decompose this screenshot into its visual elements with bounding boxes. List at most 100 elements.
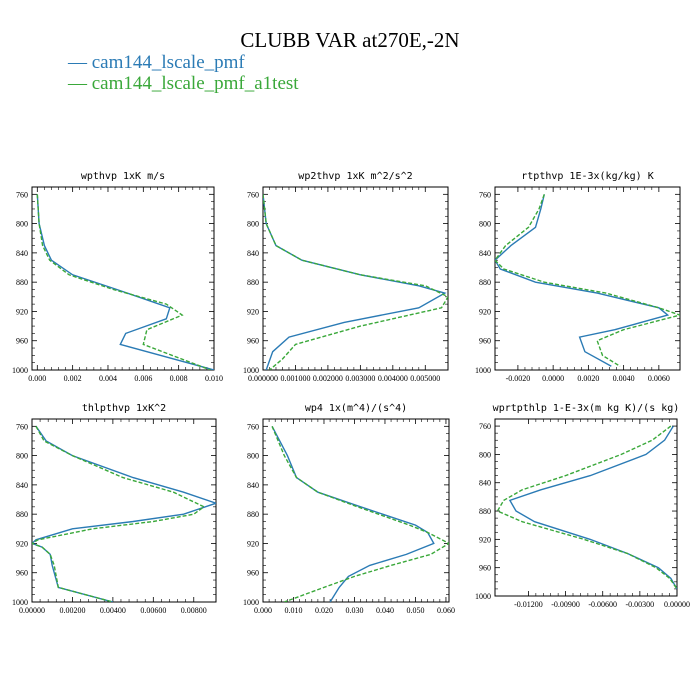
y-tick-label: 880 (479, 507, 491, 516)
panel-5-series-2-line (271, 426, 449, 602)
y-tick-label: 920 (16, 539, 28, 548)
y-tick-label: 840 (247, 481, 259, 490)
legend-entry-2: — cam144_lscale_pmf_a1test (68, 73, 299, 95)
y-tick-label: 1000 (243, 366, 259, 375)
panel-1-series-2-line (36, 194, 211, 370)
panel-2-series-1-line (263, 194, 447, 370)
panel-6-series-1-line (508, 425, 677, 590)
panel-3-title: rtpthvp 1E-3x(kg/kg) K (521, 171, 653, 182)
panel-2-series-2-line (263, 194, 448, 370)
panel-4-frame (31, 418, 217, 603)
panel-4-series-2-line (32, 425, 206, 602)
panel-6: wprtpthlp 1-E-3x(m kg K)/(s kg)760 800 840… (475, 403, 690, 609)
panel-3-series-2-line (495, 194, 680, 367)
x-tick-label: 0.003000 (345, 374, 375, 383)
x-tick-label: 0.0060 (648, 374, 670, 383)
panel-2-frame (262, 186, 449, 371)
y-tick-label: 800 (247, 220, 259, 229)
x-tick-label: 0.005000 (410, 374, 440, 383)
y-tick-label: 960 (16, 569, 28, 578)
y-tick-label: 760 (16, 422, 28, 431)
x-tick-label: 0.00000 (664, 600, 690, 609)
x-tick-label: 0.008 (170, 374, 188, 383)
panel-5-series-1-line (271, 425, 435, 602)
x-tick-label: 0.0040 (613, 374, 635, 383)
x-tick-label: 0.00800 (181, 606, 207, 615)
x-tick-label: 0.060 (437, 606, 455, 615)
y-tick-label: 760 (247, 422, 259, 431)
y-tick-label: 960 (16, 337, 28, 346)
x-tick-label: 0.00000 (19, 606, 45, 615)
y-tick-label: 920 (247, 307, 259, 316)
x-tick-label: 0.004000 (378, 374, 408, 383)
x-tick-label: 0.0000 (542, 374, 564, 383)
x-tick-label: 0.00600 (140, 606, 166, 615)
y-tick-label: 840 (16, 481, 28, 490)
x-tick-label: 0.002 (64, 374, 82, 383)
y-tick-label: 880 (16, 278, 28, 287)
x-tick-label: 0.006 (134, 374, 152, 383)
panel-6-title: wprtpthlp 1-E-3x(m kg K)/(s kg) (493, 403, 680, 414)
x-tick-label: 0.000 (28, 374, 46, 383)
x-tick-label: -0.01200 (514, 600, 543, 609)
panel-5-frame (262, 418, 450, 603)
y-tick-label: 800 (479, 450, 491, 459)
x-tick-label: -0.0020 (506, 374, 531, 383)
panel-6-series-2-line (496, 425, 677, 590)
x-tick-label: 0.050 (406, 606, 424, 615)
y-tick-label: 880 (479, 278, 491, 287)
legend-entry-1: — cam144_lscale_pmf (68, 52, 245, 74)
y-tick-label: 920 (479, 307, 491, 316)
legend-entry-1-label: — cam144_lscale_pmf (68, 52, 245, 73)
x-tick-label: 0.00200 (59, 606, 85, 615)
y-tick-label: 920 (479, 535, 491, 544)
x-tick-label: 0.0020 (577, 374, 599, 383)
y-tick-label: 760 (16, 190, 28, 199)
y-tick-label: 1000 (475, 366, 491, 375)
y-tick-label: 840 (16, 249, 28, 258)
y-tick-label: 880 (247, 510, 259, 519)
x-tick-label: -0.00600 (588, 600, 617, 609)
panel-6-frame (494, 418, 678, 597)
panel-5-title: wp4 1x(m^4)/(s^4) (305, 403, 407, 414)
panel-1-series-1-line (36, 194, 214, 370)
y-tick-label: 840 (247, 249, 259, 258)
y-tick-label: 1000 (475, 592, 491, 601)
x-tick-label: -0.00900 (551, 600, 580, 609)
x-tick-label: 0.000000 (248, 374, 278, 383)
panel-3: rtpthvp 1E-3x(kg/kg) K 760 800 840 880 920 960… (475, 171, 681, 383)
y-tick-label: 840 (479, 479, 491, 488)
panel-5: wp4 1x(m^4)/(s^4)76080084088092096010000… (243, 403, 455, 615)
panel-3-series-1-line (495, 194, 670, 367)
panel-4: thlpthvp 1xK^276080084088092096010000.00… (12, 403, 217, 615)
y-tick-label: 1000 (12, 366, 28, 375)
legend-entry-2-label: — cam144_lscale_pmf_a1test (68, 73, 299, 94)
y-tick-label: 760 (479, 422, 491, 431)
y-tick-label: 840 (479, 249, 491, 258)
x-tick-label: 0.002000 (313, 374, 343, 383)
x-tick-label: 0.040 (376, 606, 394, 615)
y-tick-label: 960 (479, 337, 491, 346)
x-tick-label: 0.004 (99, 374, 117, 383)
y-tick-label: 880 (247, 278, 259, 287)
y-tick-label: 920 (16, 307, 28, 316)
panel-2-title: wp2thvp 1xK m^2/s^2 (298, 171, 412, 182)
y-tick-label: 960 (247, 337, 259, 346)
y-tick-label: 920 (247, 539, 259, 548)
y-tick-label: 760 (479, 190, 491, 199)
y-tick-label: 760 (247, 190, 259, 199)
panel-4-series-1-line (32, 425, 216, 602)
y-tick-label: 800 (16, 220, 28, 229)
panel-1-frame (31, 186, 215, 371)
y-tick-label: 1000 (243, 598, 259, 607)
panel-3-frame (494, 186, 681, 371)
x-tick-label: 0.010 (205, 374, 223, 383)
panel-1-title: wpthvp 1xK m/s (81, 171, 165, 182)
y-tick-label: 960 (247, 569, 259, 578)
panel-4-title: thlpthvp 1xK^2 (82, 403, 166, 414)
x-tick-label: 0.000 (254, 606, 272, 615)
x-tick-label: 0.00400 (100, 606, 126, 615)
chart-title: CLUBB VAR at270E,-2N (240, 28, 460, 52)
panel-1: wpthvp 1xK m/s76080084088092096010000.00… (12, 171, 223, 383)
